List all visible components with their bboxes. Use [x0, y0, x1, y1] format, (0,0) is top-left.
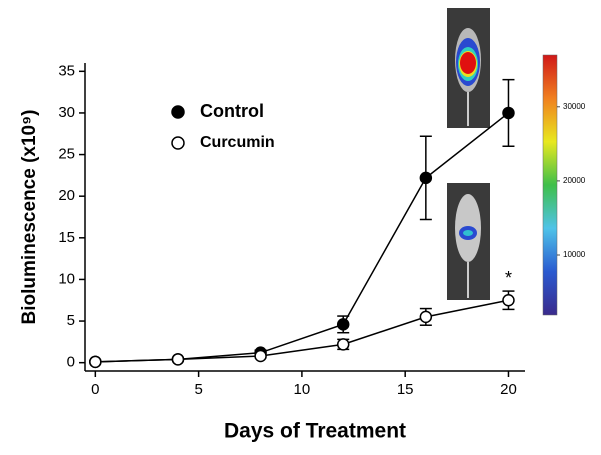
y-tick-label: 20 [58, 187, 75, 204]
y-tick-label: 15 [58, 229, 75, 246]
y-tick-label: 25 [58, 146, 75, 163]
y-tick-label: 35 [58, 62, 75, 79]
y-tick-label: 10 [58, 270, 75, 287]
data-point [89, 355, 102, 369]
series-line [95, 299, 509, 363]
legend-marker [171, 105, 185, 119]
colorbar [542, 54, 558, 316]
data-point [254, 349, 267, 363]
legend-label: Curcumin [200, 134, 275, 151]
x-axis-title: Days of Treatment [224, 420, 406, 443]
data-point [336, 338, 350, 351]
data-point [502, 293, 515, 307]
y-tick-label: 30 [58, 104, 75, 121]
data-point [336, 318, 350, 331]
x-tick-label: 15 [397, 381, 414, 398]
x-tick-label: 20 [500, 381, 517, 398]
data-point [419, 310, 433, 324]
data-point [171, 353, 185, 366]
annotation: * [505, 268, 512, 288]
colorbar-tick-label: 10000 [563, 250, 586, 259]
mouse-image-control [447, 8, 490, 128]
data-point [419, 171, 433, 185]
data-point [502, 106, 515, 120]
colorbar-tick-label: 20000 [563, 176, 586, 185]
legend-marker [171, 136, 185, 150]
series-line [95, 112, 509, 363]
mouse-image-curcumin [447, 183, 490, 300]
x-tick-label: 5 [194, 381, 202, 398]
y-tick-label: 5 [67, 312, 75, 329]
colorbar-tick-label: 30000 [563, 102, 586, 111]
legend-label: Control [200, 101, 264, 121]
y-tick-label: 0 [67, 354, 75, 371]
x-tick-label: 0 [91, 381, 99, 398]
y-axis-title: Bioluminescence (x10⁹) [19, 110, 40, 325]
x-tick-label: 10 [294, 381, 311, 398]
